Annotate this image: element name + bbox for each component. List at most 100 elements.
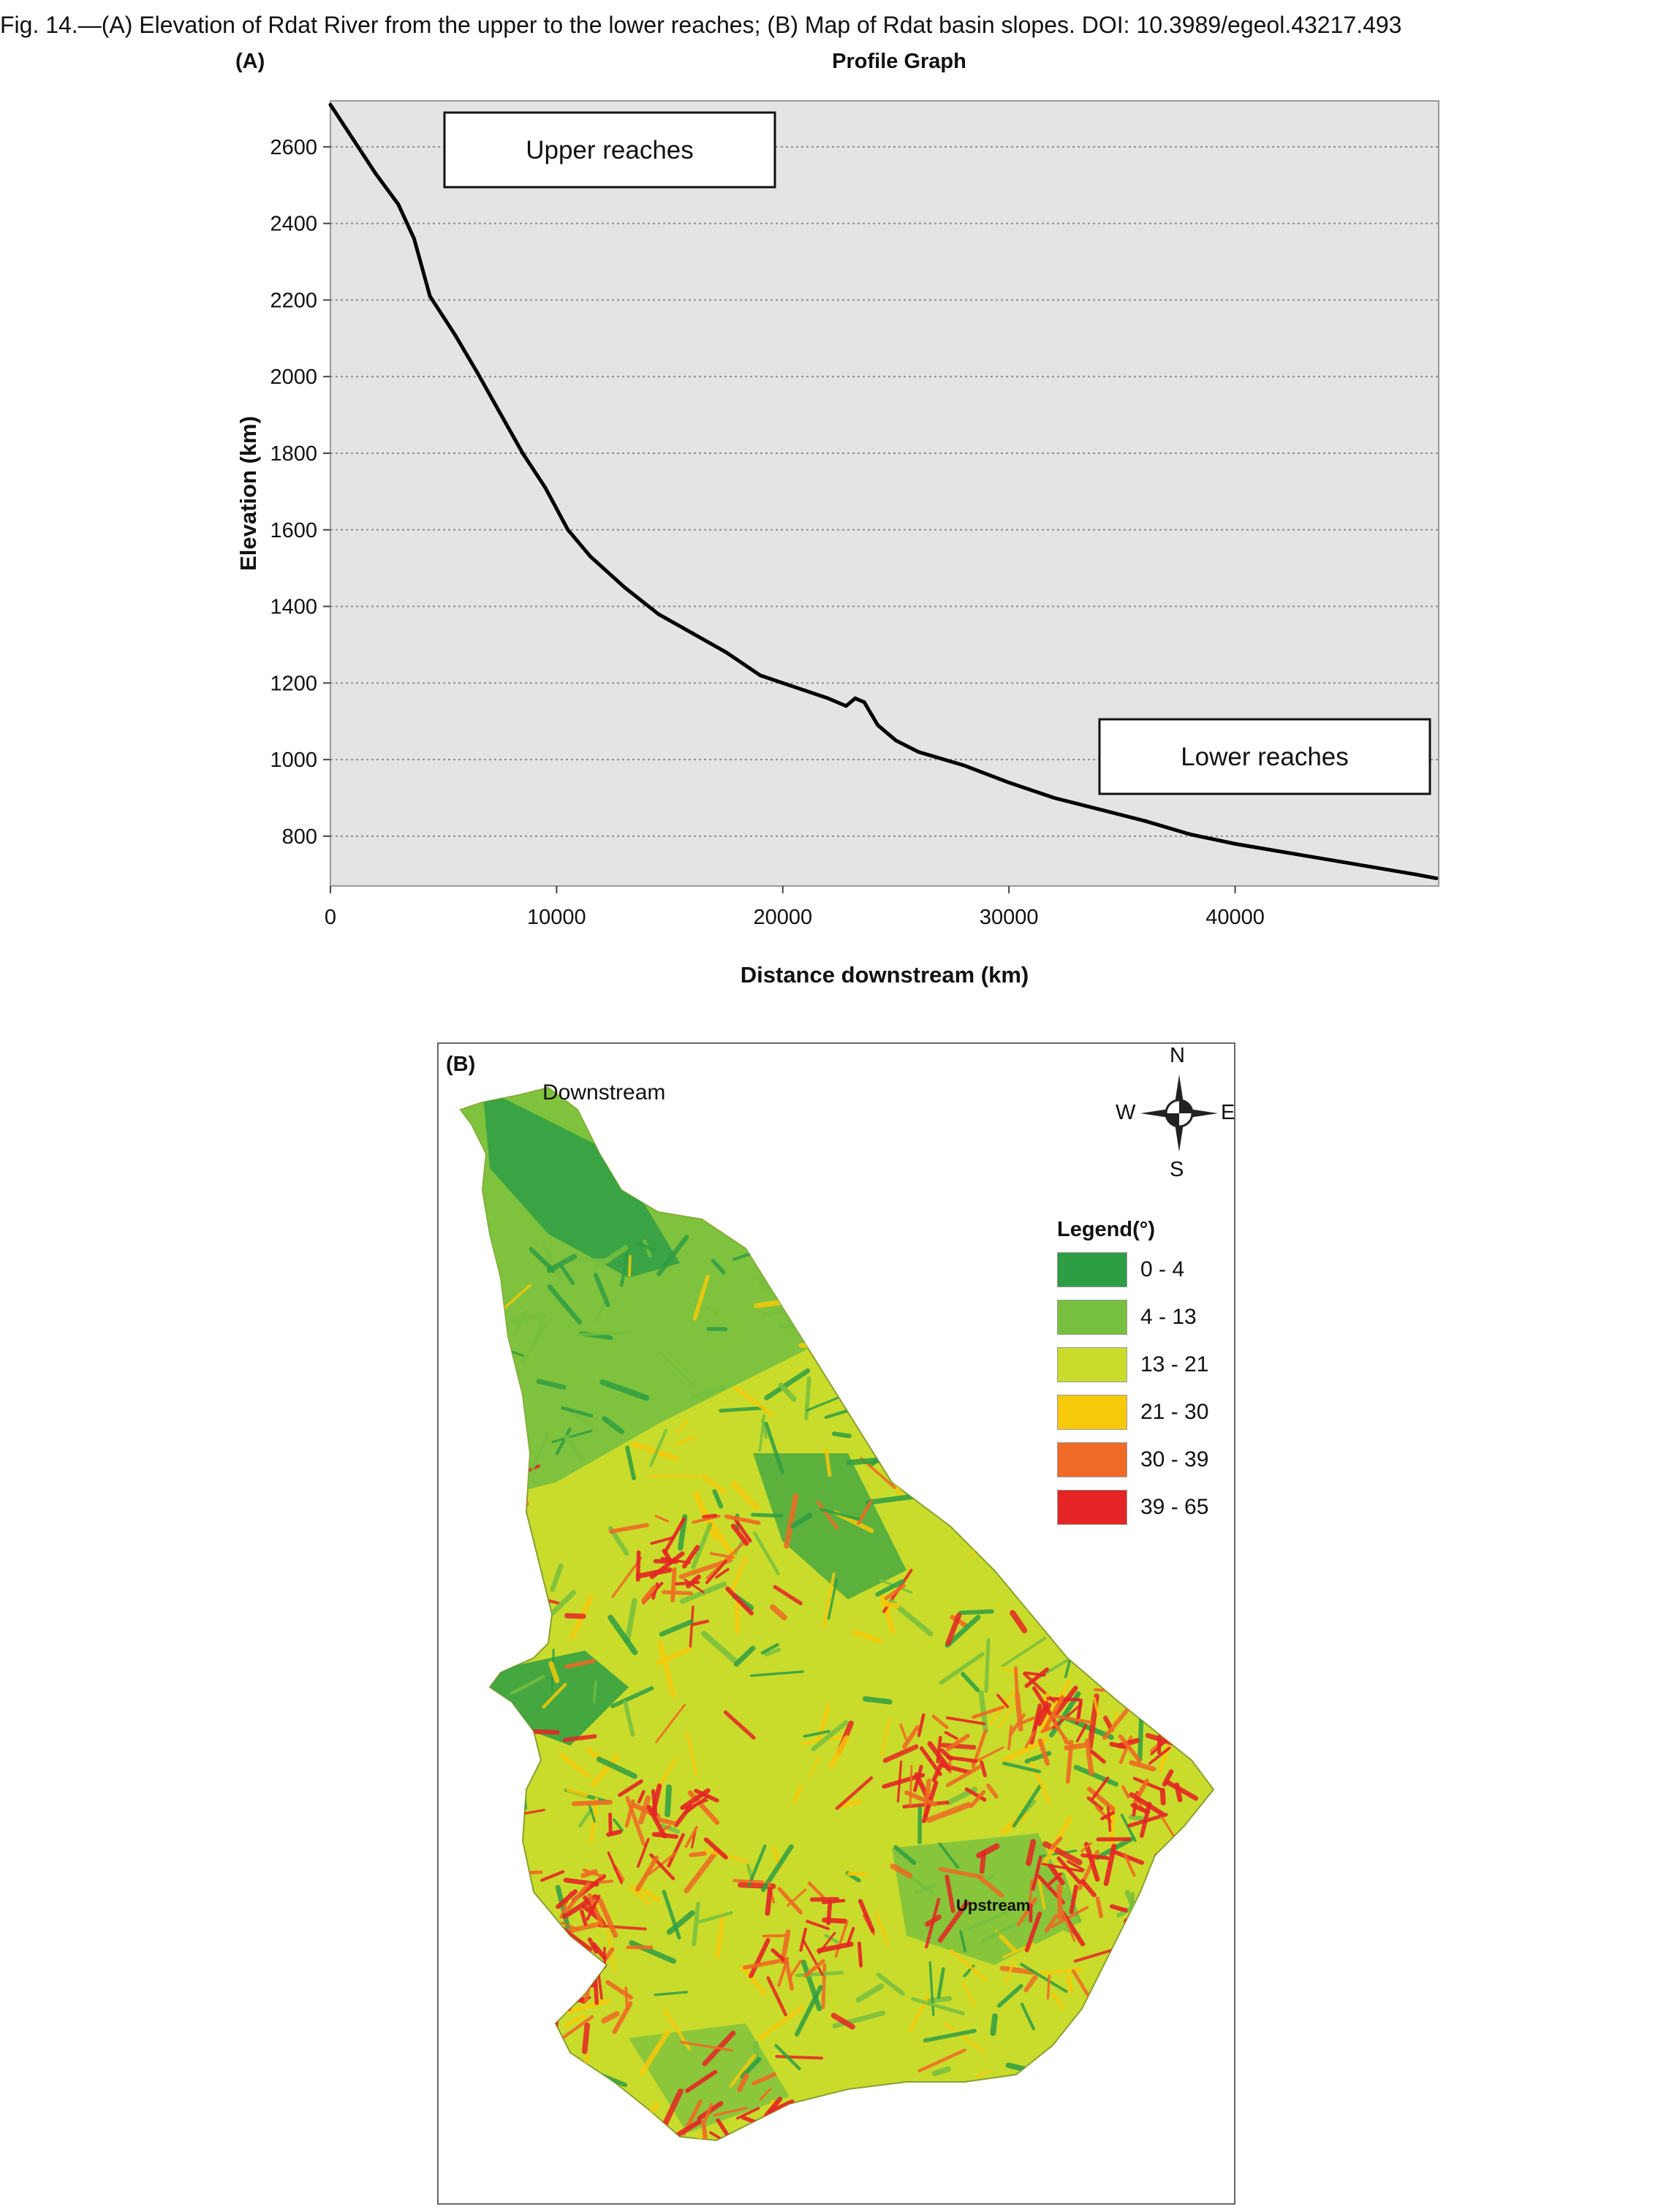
- profile-point: [961, 763, 966, 768]
- slope-texture-patch: [587, 1801, 597, 1823]
- slope-texture-patch: [897, 1355, 905, 1374]
- slope-texture-patch: [964, 1318, 985, 1333]
- slope-texture-patch: [602, 1416, 624, 1434]
- slope-texture-patch: [1011, 1535, 1064, 1542]
- slope-texture-patch: [943, 2022, 987, 2055]
- slope-texture-patch: [1118, 1734, 1142, 1763]
- slope-texture-patch: [858, 1898, 875, 1933]
- chart-title: Profile Graph: [832, 50, 966, 73]
- slope-texture-patch: [784, 1958, 794, 1991]
- slope-texture-patch: [1069, 1884, 1078, 1914]
- profile-point: [844, 704, 848, 708]
- slope-texture-patch: [550, 2083, 574, 2122]
- slope-texture-patch: [1170, 1647, 1196, 1662]
- slope-texture-patch: [1010, 1434, 1053, 1459]
- slope-texture-patch: [807, 1881, 825, 1899]
- slope-texture-patch: [1066, 1860, 1085, 1871]
- slope-texture-patch: [733, 1645, 756, 1667]
- slope-texture-patch: [708, 2131, 723, 2140]
- slope-texture-patch: [656, 1646, 692, 1665]
- slope-texture-patch: [566, 1998, 611, 2015]
- slope-texture-patch: [689, 1605, 694, 1648]
- slope-texture-patch: [654, 1991, 689, 1996]
- profile-chart: 800 1000 1200 1400 1600 1800 2000 2200 2400 2600 0…: [235, 100, 1439, 988]
- slope-texture-patch: [592, 1245, 629, 1271]
- slope-texture-patch: [773, 1585, 803, 1606]
- slope-texture-patch: [1091, 1776, 1110, 1801]
- slope-texture-patch: [531, 1431, 550, 1471]
- slope-texture-patch: [663, 1517, 686, 1553]
- slope-texture-patch: [800, 1959, 822, 2012]
- slope-texture-patch: [493, 1734, 527, 1770]
- profile-point: [916, 750, 920, 754]
- slope-texture-patch: [623, 1700, 635, 1737]
- slope-texture-patch: [685, 2069, 718, 2094]
- slope-texture-patch: [566, 1787, 588, 1798]
- slope-texture-patch: [675, 1580, 700, 1586]
- slope-texture-patch: [730, 2141, 757, 2155]
- slope-texture-patch: [1173, 1874, 1202, 1883]
- slope-texture-patch: [778, 1382, 797, 1402]
- slope-texture-patch: [1086, 1796, 1104, 1811]
- slope-texture-patch: [684, 1799, 708, 1809]
- slope-texture-patch: [639, 2029, 670, 2076]
- slope-texture-patch: [917, 1713, 925, 1738]
- slope-texture-patch: [501, 1870, 543, 1876]
- slope-texture-patch: [972, 2121, 1001, 2140]
- legend-swatch: [1057, 1442, 1127, 1477]
- slope-texture-patch: [804, 1376, 811, 1420]
- slope-texture-patch: [705, 1539, 747, 1580]
- slope-texture-patch: [1071, 2048, 1086, 2102]
- slope-texture-patch: [570, 1963, 600, 1979]
- slope-texture-patch: [862, 1696, 893, 1705]
- slope-texture-patch: [561, 1921, 580, 1931]
- profile-point: [1278, 849, 1282, 854]
- slope-texture-patch: [958, 1419, 980, 1430]
- slope-texture-patch: [732, 1879, 765, 1884]
- slope-texture-patch: [945, 1874, 955, 1913]
- slope-texture-patch: [1034, 1556, 1082, 1564]
- slope-texture-patch: [1128, 1814, 1148, 1822]
- slope-texture-patch: [749, 2123, 757, 2140]
- slope-texture-patch: [507, 1948, 545, 1959]
- slope-texture-patch: [1024, 1731, 1035, 1749]
- profile-point: [453, 333, 457, 337]
- profile-point: [1052, 796, 1056, 800]
- slope-texture-patch: [769, 1604, 787, 1621]
- profile-point: [351, 137, 355, 141]
- slope-texture-patch: [827, 1577, 838, 1621]
- slope-texture-patch: [592, 1680, 597, 1703]
- legend-item: 21 - 30: [1057, 1393, 1208, 1431]
- slope-texture-patch: [1064, 1743, 1088, 1751]
- slope-texture-patch: [753, 1453, 906, 1599]
- slope-texture-patch: [1015, 1692, 1023, 1732]
- slope-texture-patch: [956, 1428, 965, 1462]
- slope-texture-patch: [701, 1630, 738, 1664]
- slope-texture-patch: [704, 2102, 713, 2121]
- slope-texture-patch: [703, 1837, 728, 1860]
- slope-texture-patch: [749, 1938, 771, 1979]
- slope-texture-patch: [1092, 1697, 1101, 1719]
- y-tick-label: 800: [282, 825, 317, 849]
- slope-texture-patch: [650, 1536, 675, 1545]
- slope-texture-patch: [1044, 1913, 1059, 1933]
- slope-texture-patch: [764, 1648, 781, 1656]
- slope-texture-patch: [944, 1730, 958, 1741]
- slope-texture-patch: [898, 1387, 923, 1404]
- legend-swatch: [1057, 1490, 1127, 1525]
- profile-point: [1097, 807, 1102, 811]
- slope-texture-patch: [1174, 1995, 1200, 2004]
- profile-point: [328, 102, 333, 107]
- slope-texture-patch: [915, 1386, 927, 1427]
- slope-texture-patch: [463, 1431, 500, 1437]
- slope-texture-patch: [1028, 1570, 1034, 1593]
- slope-texture-patch: [876, 1972, 905, 1996]
- slope-texture-patch: [561, 2015, 594, 2039]
- slope-texture-patch: [520, 1323, 548, 1363]
- slope-texture-patch: [586, 1895, 601, 1921]
- slope-texture-patch: [514, 1463, 529, 1507]
- slope-texture-patch: [1083, 1841, 1100, 1882]
- slope-texture-patch: [578, 1808, 594, 1828]
- slope-texture-patch: [689, 1851, 707, 1857]
- slope-texture-patch: [540, 1870, 565, 1882]
